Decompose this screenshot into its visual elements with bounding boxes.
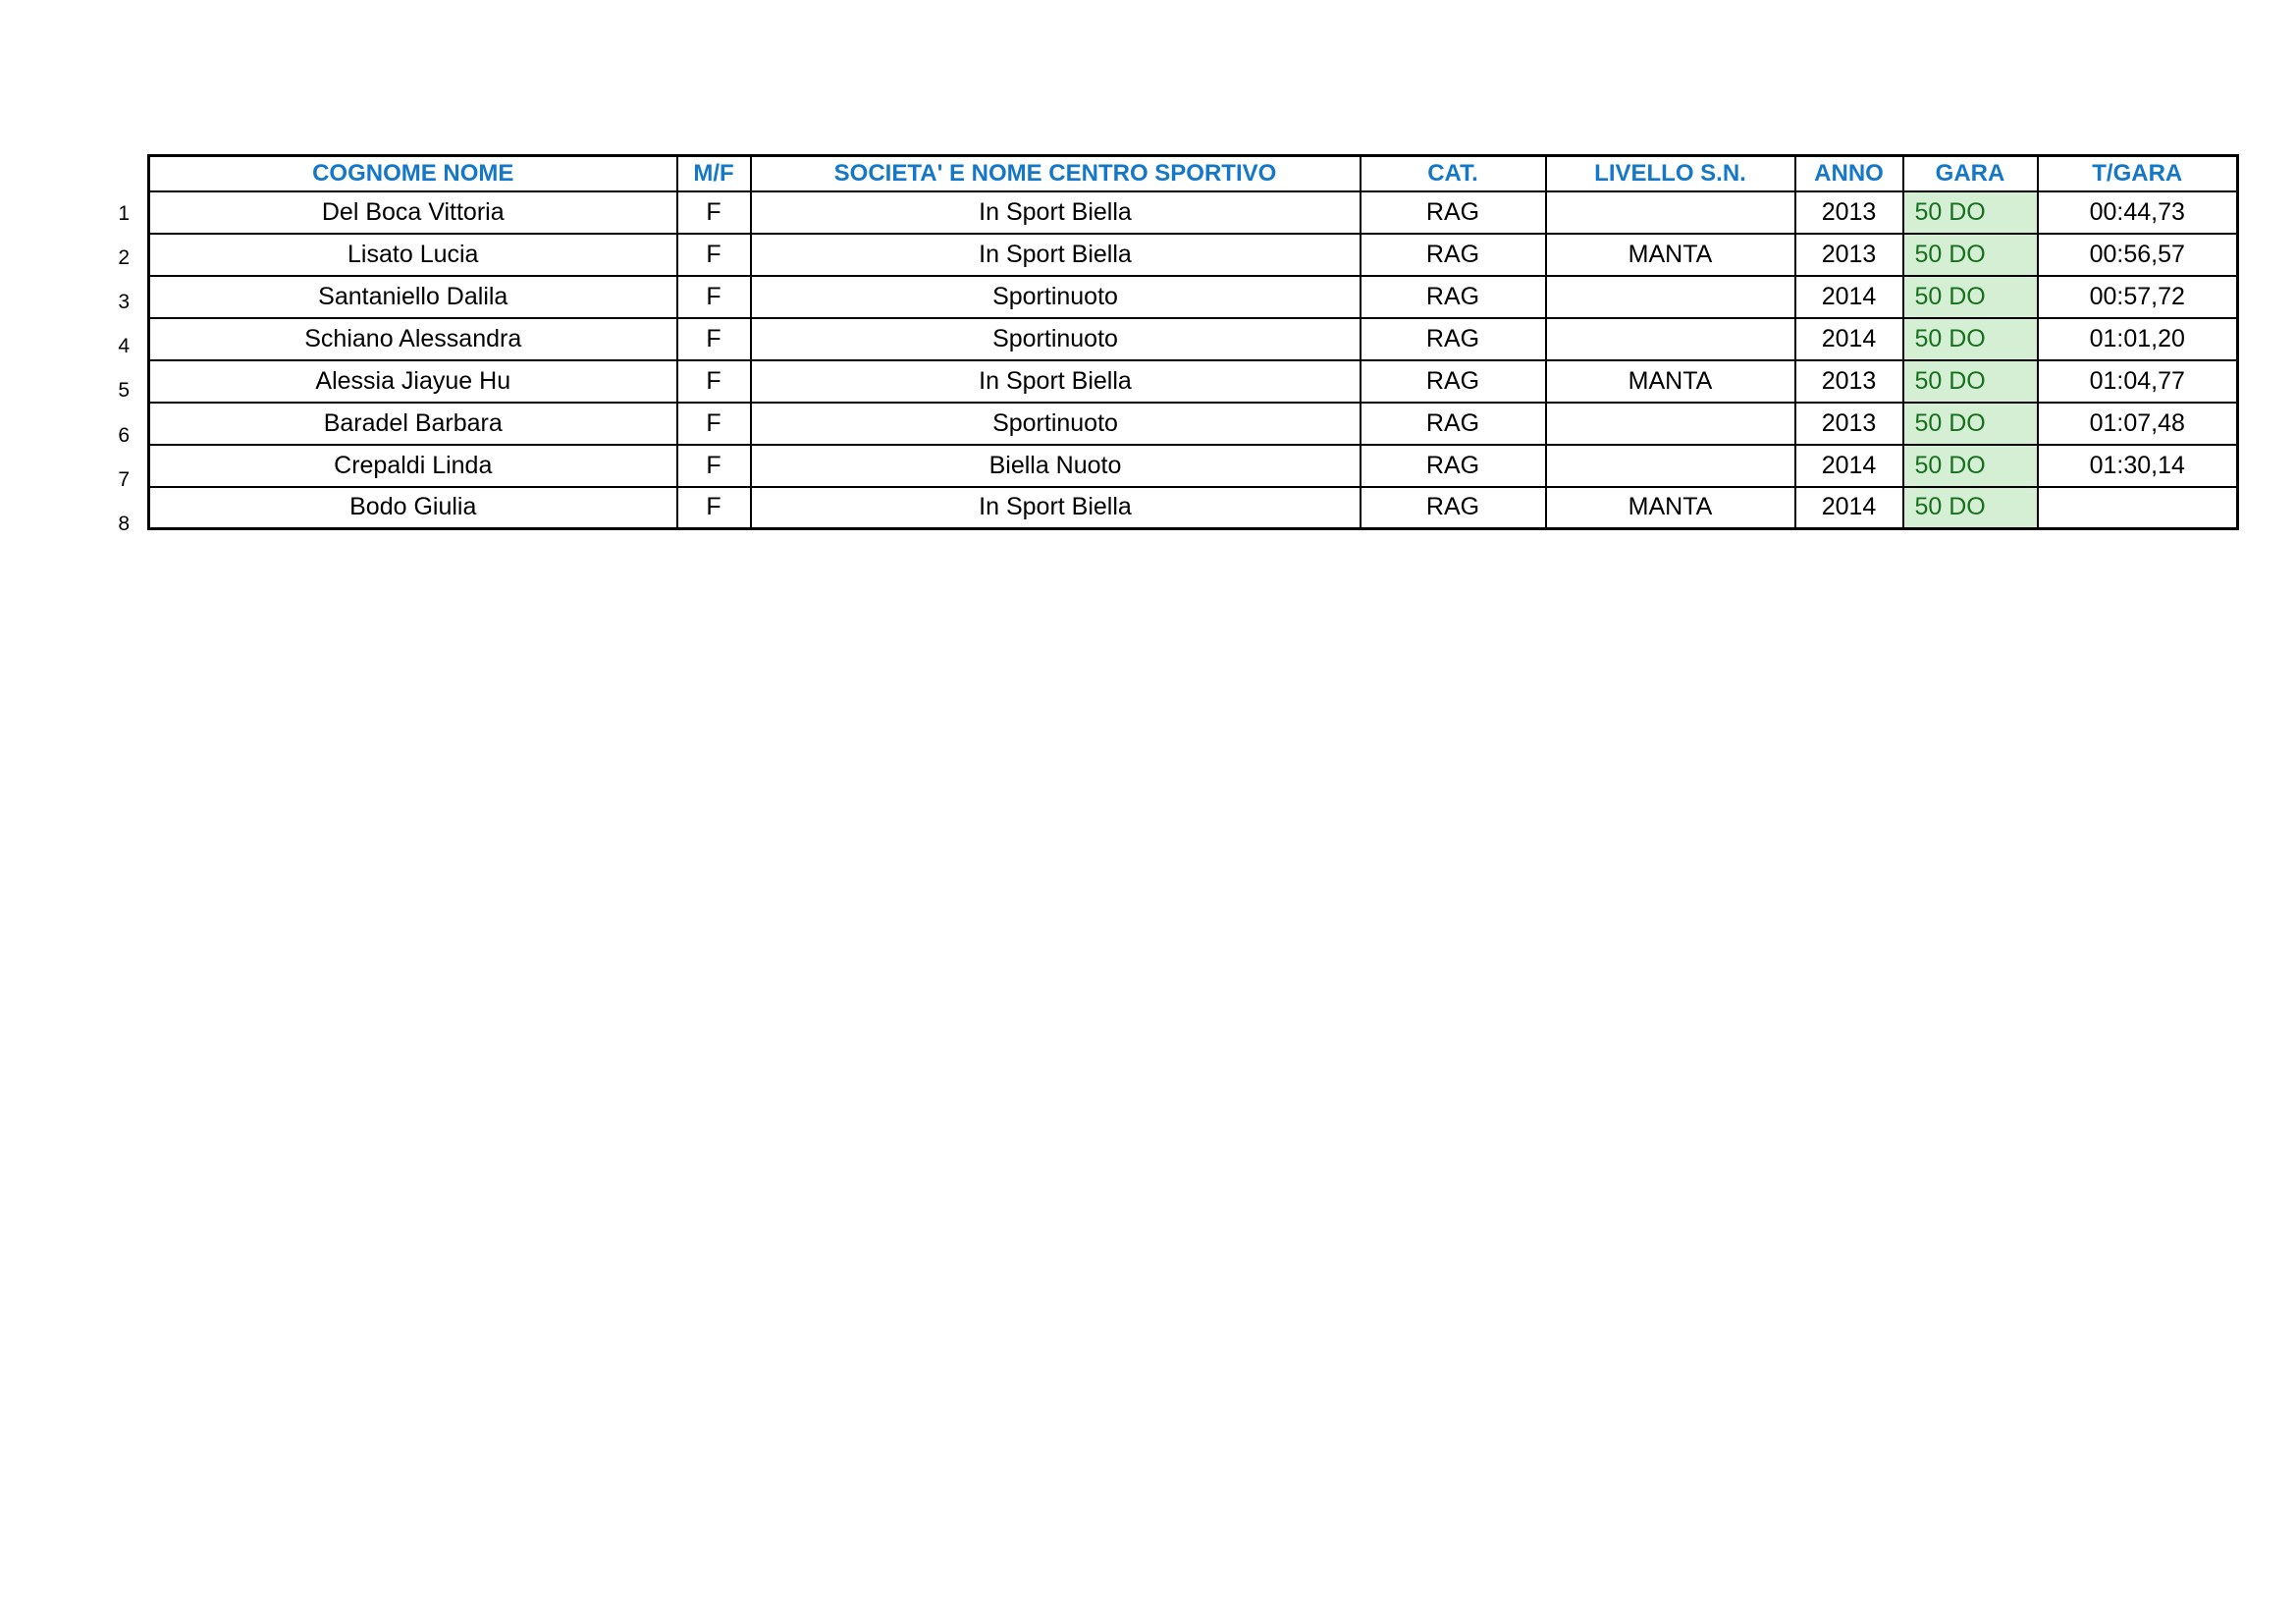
cell-gara: 50 DO	[1901, 232, 2039, 277]
cell-tgara: 01:07,48	[2036, 401, 2239, 446]
cell-anno: 2013	[1793, 189, 1904, 235]
table-row: Lisato Lucia F In Sport Biella RAG MANTA…	[147, 232, 2239, 277]
cell-anno: 2013	[1793, 232, 1904, 277]
cell-societa: In Sport Biella	[749, 189, 1362, 235]
cell-mf: F	[675, 485, 752, 530]
cell-gara: 50 DO	[1901, 485, 2039, 530]
cell-societa: Biella Nuoto	[749, 443, 1362, 488]
row-number: 1	[118, 201, 130, 225]
cell-cat: RAG	[1359, 274, 1547, 319]
row-number: 7	[118, 467, 130, 491]
row-number: 5	[118, 379, 130, 403]
cell-societa: Sportinuoto	[749, 316, 1362, 361]
cell-cognome: Bodo Giulia	[147, 485, 678, 530]
table-row: Crepaldi Linda F Biella Nuoto RAG 2014 5…	[147, 443, 2239, 488]
cell-mf: F	[675, 401, 752, 446]
row-number: 8	[118, 512, 130, 535]
cell-livello: MANTA	[1544, 232, 1796, 277]
cell-cognome: Crepaldi Linda	[147, 443, 678, 488]
cell-tgara: 00:57,72	[2036, 274, 2239, 319]
cell-cat: RAG	[1359, 485, 1547, 530]
cell-anno: 2014	[1793, 443, 1904, 488]
cell-tgara	[2036, 485, 2239, 530]
cell-livello	[1544, 316, 1796, 361]
cell-livello: MANTA	[1544, 485, 1796, 530]
cell-cognome: Del Boca Vittoria	[147, 189, 678, 235]
cell-livello	[1544, 274, 1796, 319]
cell-gara: 50 DO	[1901, 189, 2039, 235]
table-row: Schiano Alessandra F Sportinuoto RAG 201…	[147, 316, 2239, 361]
cell-tgara: 01:30,14	[2036, 443, 2239, 488]
column-header-tgara: T/GARA	[2036, 154, 2239, 192]
cell-livello	[1544, 443, 1796, 488]
cell-tgara: 01:04,77	[2036, 358, 2239, 404]
cell-mf: F	[675, 358, 752, 404]
cell-cognome: Lisato Lucia	[147, 232, 678, 277]
cell-livello	[1544, 401, 1796, 446]
cell-gara: 50 DO	[1901, 358, 2039, 404]
cell-anno: 2014	[1793, 316, 1904, 361]
column-header-gara: GARA	[1901, 154, 2039, 192]
entries-table: COGNOME NOME M/F SOCIETA' E NOME CENTRO …	[147, 154, 2239, 530]
cell-tgara: 00:44,73	[2036, 189, 2239, 235]
row-number: 4	[118, 335, 130, 358]
cell-cat: RAG	[1359, 401, 1547, 446]
table-row: Baradel Barbara F Sportinuoto RAG 2013 5…	[147, 401, 2239, 446]
cell-societa: In Sport Biella	[749, 358, 1362, 404]
table-row: Bodo Giulia F In Sport Biella RAG MANTA …	[147, 485, 2239, 530]
cell-livello	[1544, 189, 1796, 235]
cell-societa: In Sport Biella	[749, 485, 1362, 530]
table-row: Del Boca Vittoria F In Sport Biella RAG …	[147, 189, 2239, 235]
column-header-cat: CAT.	[1359, 154, 1547, 192]
column-header-mf: M/F	[675, 154, 752, 192]
cell-mf: F	[675, 189, 752, 235]
cell-cognome: Santaniello Dalila	[147, 274, 678, 319]
cell-cat: RAG	[1359, 358, 1547, 404]
cell-mf: F	[675, 274, 752, 319]
cell-cognome: Schiano Alessandra	[147, 316, 678, 361]
cell-anno: 2013	[1793, 401, 1904, 446]
cell-societa: In Sport Biella	[749, 232, 1362, 277]
cell-gara: 50 DO	[1901, 274, 2039, 319]
row-number: 6	[118, 423, 130, 447]
cell-anno: 2013	[1793, 358, 1904, 404]
cell-gara: 50 DO	[1901, 316, 2039, 361]
row-number-gutter: 1 2 3 4 5 6 7 8	[86, 191, 137, 547]
cell-tgara: 00:56,57	[2036, 232, 2239, 277]
cell-mf: F	[675, 232, 752, 277]
cell-cat: RAG	[1359, 316, 1547, 361]
cell-cognome: Alessia Jiayue Hu	[147, 358, 678, 404]
table-row: Alessia Jiayue Hu F In Sport Biella RAG …	[147, 358, 2239, 404]
cell-cognome: Baradel Barbara	[147, 401, 678, 446]
cell-gara: 50 DO	[1901, 401, 2039, 446]
header-row: COGNOME NOME M/F SOCIETA' E NOME CENTRO …	[147, 154, 2239, 192]
cell-anno: 2014	[1793, 485, 1904, 530]
cell-cat: RAG	[1359, 189, 1547, 235]
cell-societa: Sportinuoto	[749, 274, 1362, 319]
cell-livello: MANTA	[1544, 358, 1796, 404]
cell-mf: F	[675, 316, 752, 361]
column-header-cognome-nome: COGNOME NOME	[147, 154, 678, 192]
column-header-societa: SOCIETA' E NOME CENTRO SPORTIVO	[749, 154, 1362, 192]
cell-societa: Sportinuoto	[749, 401, 1362, 446]
column-header-anno: ANNO	[1793, 154, 1904, 192]
cell-gara: 50 DO	[1901, 443, 2039, 488]
column-header-livello-sn: LIVELLO S.N.	[1544, 154, 1796, 192]
cell-mf: F	[675, 443, 752, 488]
cell-anno: 2014	[1793, 274, 1904, 319]
cell-cat: RAG	[1359, 443, 1547, 488]
row-number: 3	[118, 290, 130, 313]
cell-tgara: 01:01,20	[2036, 316, 2239, 361]
cell-cat: RAG	[1359, 232, 1547, 277]
table-row: Santaniello Dalila F Sportinuoto RAG 201…	[147, 274, 2239, 319]
row-number: 2	[118, 245, 130, 269]
